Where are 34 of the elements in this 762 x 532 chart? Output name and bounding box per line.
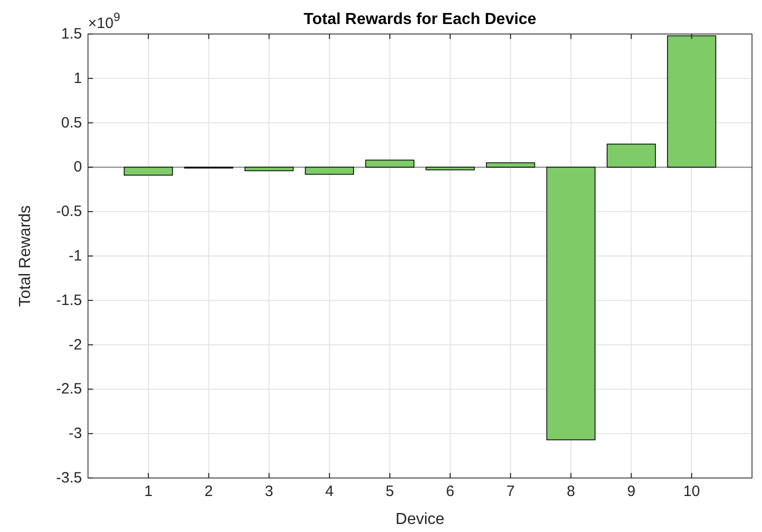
y-axis-title: Total Rewards [17, 205, 34, 307]
bar [486, 162, 536, 168]
bar [244, 166, 294, 172]
x-tick-label: 4 [325, 483, 334, 500]
y-tick-label: -3 [68, 425, 82, 442]
x-tick-label: 10 [683, 483, 700, 500]
x-tick-label: 2 [204, 483, 213, 500]
bar [546, 166, 596, 440]
bar [304, 166, 354, 175]
y-tick-label: -2.5 [56, 380, 82, 398]
x-tick-label: 9 [627, 483, 636, 500]
y-tick-label: -1 [68, 248, 82, 264]
y-tick-label: 1 [74, 70, 82, 87]
y-tick-label: 0.5 [61, 114, 82, 132]
bar [365, 160, 414, 168]
y-tick-label: -1.5 [56, 292, 82, 309]
bar [124, 166, 173, 176]
x-tick-label: 1 [144, 483, 153, 500]
x-tick-label: 5 [386, 483, 394, 500]
y-tick-label: -0.5 [56, 203, 82, 220]
x-tick-label: 6 [446, 483, 454, 500]
y-tick-label: 1.5 [61, 26, 82, 42]
x-axis-title: Device [396, 511, 445, 528]
chart-title: Total Rewards for Each Device [304, 11, 536, 28]
text: ×10$^{9}$ [88, 10, 120, 32]
x-tick-label: 8 [566, 483, 576, 500]
bar [667, 35, 716, 168]
bar [426, 166, 475, 170]
bar [606, 144, 656, 168]
y-tick-label: -3.5 [56, 470, 82, 486]
x-tick-label: 3 [264, 483, 274, 500]
x-tick-label: 7 [506, 483, 515, 500]
y-tick-label: 0 [74, 158, 82, 176]
y-tick-label: -2 [68, 336, 82, 354]
